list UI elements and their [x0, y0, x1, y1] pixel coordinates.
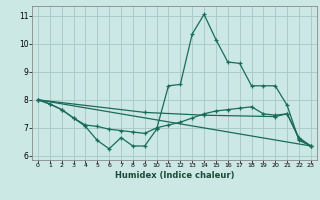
- X-axis label: Humidex (Indice chaleur): Humidex (Indice chaleur): [115, 171, 234, 180]
